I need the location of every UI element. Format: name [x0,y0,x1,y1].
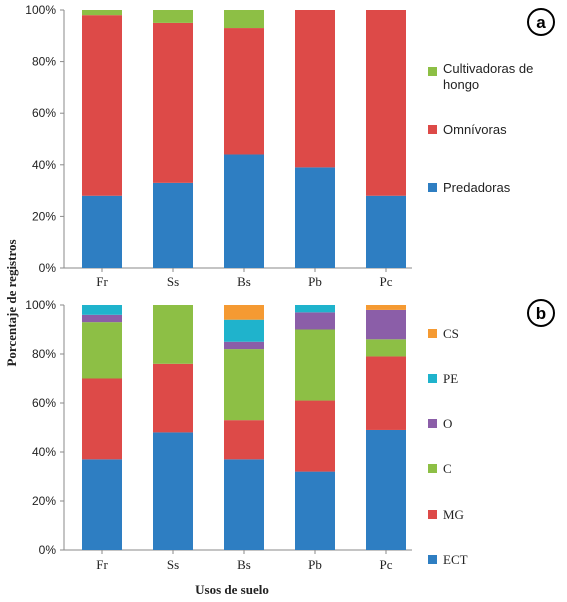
x-tick-label-pc: Pc [380,274,393,289]
bar-omnivoras-fr [82,15,122,196]
x-tick-label-bs: Bs [237,274,251,289]
y-tick-label: 60% [32,396,56,410]
legend-label-ect: ECT [443,552,468,567]
bar-o-pb [295,312,335,330]
legend-swatch-ect [428,555,437,564]
bar-omnivoras-ss [153,22,193,183]
bar-o-bs [224,341,264,350]
x-tick-label-bs: Bs [237,557,251,572]
panel-letter-circle [527,8,555,36]
bar-mg-bs [224,420,264,460]
x-tick-label-pc: Pc [380,557,393,572]
legend-swatch-mg [428,510,437,519]
legend-label-pe: PE [443,371,458,386]
legend-label-o: O [443,416,452,431]
legend-swatch-cultivadoras-de-hongo [428,67,437,76]
bar-predadoras-pc [366,195,406,268]
bar-mg-pc [366,356,406,430]
bar-mg-ss [153,363,193,433]
x-tick-label-ss: Ss [167,274,179,289]
x-tick-label-ss: Ss [167,557,179,572]
bar-c-pb [295,329,335,401]
y-tick-label: 40% [32,158,56,172]
panel-letter: a [536,13,546,32]
bar-c-bs [224,349,264,421]
y-tick-label: 20% [32,494,56,508]
x-axis-label: Usos de suelo [195,582,269,597]
x-tick-label-fr: Fr [96,557,108,572]
bar-c-ss [153,305,193,364]
bar-pe-fr [82,305,122,315]
bar-o-fr [82,314,122,323]
bar-predadoras-fr [82,195,122,268]
y-tick-label: 60% [32,106,56,120]
y-tick-label: 100% [25,298,56,312]
bar-ect-fr [82,459,122,550]
legend-label-cs: CS [443,326,459,341]
x-tick-label-pb: Pb [308,557,322,572]
y-tick-label: 0% [39,543,57,557]
bar-mg-fr [82,378,122,460]
bar-cs-pc [366,305,406,310]
legend-label-c: C [443,461,452,476]
y-axis-label: Porcentaje de registros [4,239,19,366]
y-tick-label: 100% [25,3,56,17]
legend-swatch-omnivoras [428,125,437,134]
bar-c-pc [366,339,406,357]
legend-swatch-o [428,419,437,428]
x-tick-label-fr: Fr [96,274,108,289]
bar-c-fr [82,322,122,379]
bar-cs-bs [224,305,264,320]
panel-letter-circle [527,299,555,327]
x-tick-label-pb: Pb [308,274,322,289]
bar-omnivoras-pb [295,10,335,168]
bar-ect-pc [366,429,406,550]
legend-swatch-pe [428,374,437,383]
y-tick-label: 80% [32,55,56,69]
y-tick-label: 40% [32,445,56,459]
bar-o-pc [366,309,406,340]
legend-label-cultivadoras-de-hongo: Cultivadoras de hongo [443,61,533,92]
bar-cultivadoras-de-hongo-bs [224,10,264,29]
legend-swatch-predadoras [428,183,437,192]
y-tick-label: 20% [32,209,56,223]
bar-pe-pb [295,305,335,313]
bar-predadoras-pb [295,167,335,268]
bar-predadoras-ss [153,182,193,268]
legend-label-predadoras: Predadoras [443,180,511,195]
legend-label-mg: MG [443,507,464,522]
bar-ect-pb [295,471,335,550]
bar-ect-ss [153,432,193,550]
chart-panel-b: 0% 20% 40% 60% 80% 100% Fr Ss Bs Pb Pc ECT MG C O PE CS b [25,298,555,572]
bar-cultivadoras-de-hongo-ss [153,10,193,23]
legend-label-omnivoras: Omnívoras [443,122,507,137]
chart-panel-a: 0% 20% 40% 60% 80% 100% Fr Ss Bs Pb Pc Predadoras Om… [25,3,555,289]
y-tick-label: 80% [32,347,56,361]
panel-letter: b [536,304,546,323]
bar-omnivoras-bs [224,28,264,155]
bar-omnivoras-pc [366,10,406,196]
bar-predadoras-bs [224,154,264,268]
bar-ect-bs [224,459,264,550]
legend-swatch-cs [428,329,437,338]
legend-swatch-c [428,464,437,473]
y-tick-label: 0% [39,261,57,275]
bar-pe-bs [224,319,264,342]
bar-cultivadoras-de-hongo-fr [82,10,122,16]
bar-mg-pb [295,400,335,472]
